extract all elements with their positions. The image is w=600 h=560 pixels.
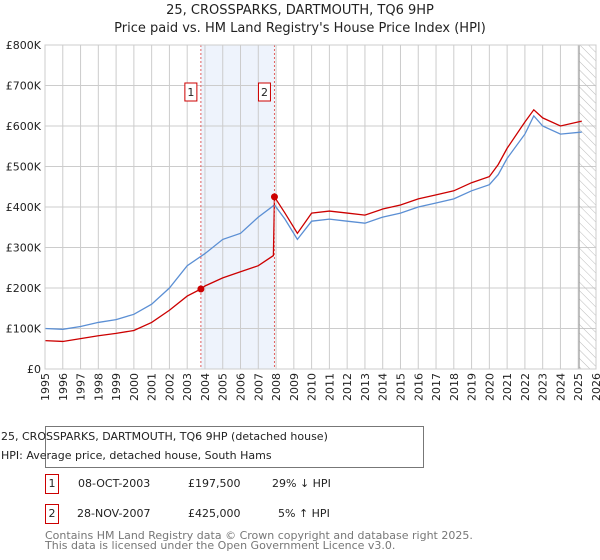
- sale-hpi-diff: 29% ↓ HPI: [272, 477, 331, 490]
- x-tick-label: 2015: [394, 373, 407, 401]
- sale-marker-box: 1: [45, 474, 59, 494]
- sale-price: £425,000: [188, 507, 241, 520]
- sale-label-box: [257, 82, 271, 102]
- y-tick-label: £800K: [6, 39, 42, 52]
- legend-label-hpi: HPI: Average price, detached house, Sout…: [1, 449, 272, 462]
- y-tick-label: £400K: [6, 201, 42, 214]
- y-tick-label: £600K: [6, 120, 42, 133]
- legend: 25, CROSSPARKS, DARTMOUTH, TQ6 9HP (deta…: [1, 426, 424, 468]
- sale-point: [270, 193, 278, 201]
- x-tick-label: 2014: [377, 373, 390, 401]
- x-tick-label: 2012: [341, 373, 354, 401]
- x-tick-label: 1996: [57, 373, 70, 401]
- sale-hpi-diff: 5% ↑ HPI: [278, 507, 330, 520]
- x-tick-label: 2022: [519, 373, 532, 401]
- sale-date: 08-OCT-2003: [78, 477, 151, 490]
- footer: Contains HM Land Registry data © Crown c…: [45, 529, 473, 552]
- y-tick-label: £0: [27, 363, 41, 376]
- x-tick-label: 2006: [235, 373, 248, 401]
- x-tick-label: 2001: [146, 373, 159, 401]
- plot-area: 1995 1996 1997 1998 1999 2000 2001 2002 2003 2004…: [6, 39, 600, 401]
- sale-label: 2: [261, 86, 268, 99]
- y-tick-label: £500K: [6, 161, 42, 174]
- x-tick-label: 2002: [163, 373, 176, 401]
- x-tick-label: 2007: [252, 373, 265, 401]
- x-tick-label: 1997: [75, 373, 88, 401]
- x-tick-label: 2013: [359, 373, 372, 401]
- x-tick-label: 2020: [483, 373, 496, 401]
- chart-subtitle: Price paid vs. HM Land Registry's House …: [114, 21, 486, 36]
- sale-date: 28-NOV-2007: [77, 507, 151, 520]
- x-tick-label: 2009: [288, 373, 301, 401]
- sale-label: 1: [187, 86, 194, 99]
- plot-border: [44, 44, 597, 370]
- forecast-hatch: [579, 45, 596, 369]
- chart-title: 25, CROSSPARKS, DARTMOUTH, TQ6 9HP: [166, 3, 434, 18]
- x-tick-label: 2011: [323, 373, 336, 401]
- x-tick-label: 1998: [92, 373, 105, 401]
- y-tick-label: £300K: [6, 242, 42, 255]
- x-tick-label: 1999: [110, 373, 123, 401]
- x-tick-label: 2018: [448, 373, 461, 401]
- sale-point: [197, 285, 205, 293]
- x-tick-label: 2003: [181, 373, 194, 401]
- x-tick-label: 2025: [572, 373, 585, 401]
- sale-label-box: [184, 82, 198, 102]
- x-tick-label: 2024: [554, 373, 567, 401]
- sale-price: £197,500: [188, 477, 241, 490]
- x-tick-label: 2004: [199, 373, 212, 401]
- y-tick-label: £700K: [6, 80, 42, 93]
- y-tick-label: £200K: [6, 282, 42, 295]
- legend-label-property: 25, CROSSPARKS, DARTMOUTH, TQ6 9HP (deta…: [1, 430, 328, 443]
- x-tick-label: 2016: [412, 373, 425, 401]
- x-tick-label: 2008: [270, 373, 283, 401]
- x-tick-label: 2023: [537, 373, 550, 401]
- x-tick-label: 2021: [501, 373, 514, 401]
- price-paid-line: [44, 108, 582, 343]
- footer-line-1: Contains HM Land Registry data © Crown c…: [45, 529, 473, 542]
- hpi-line: [44, 114, 582, 330]
- x-tick-label: 2005: [217, 373, 230, 401]
- sale-marker-box: 2: [45, 504, 59, 524]
- footer-line-2: This data is licensed under the Open Gov…: [45, 539, 396, 552]
- x-tick-label: 2017: [430, 373, 443, 401]
- x-tick-label: 1995: [39, 373, 52, 401]
- y-tick-label: £100K: [6, 323, 42, 336]
- x-tick-label: 2026: [590, 373, 600, 401]
- x-tick-label: 2000: [128, 373, 141, 401]
- x-tick-label: 2019: [466, 373, 479, 401]
- x-tick-label: 2010: [306, 373, 319, 401]
